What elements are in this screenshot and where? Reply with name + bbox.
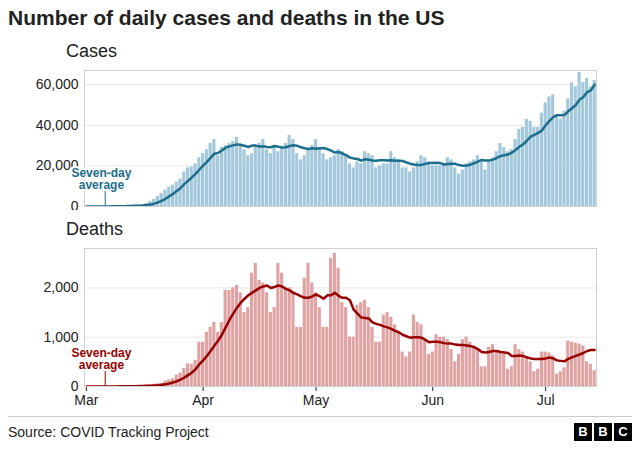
svg-text:May: May bbox=[303, 392, 329, 408]
svg-text:20,000: 20,000 bbox=[35, 157, 79, 174]
html-text:Cases: Cases bbox=[66, 41, 117, 61]
svg-text:Jul: Jul bbox=[537, 392, 555, 408]
svg-text:Seven-dayaverage: Seven-dayaverage bbox=[71, 346, 131, 372]
svg-text:1,000: 1,000 bbox=[43, 329, 78, 345]
html-text:B: B bbox=[598, 424, 608, 439]
html-text:Deaths: Deaths bbox=[66, 219, 123, 239]
svg-text:0: 0 bbox=[70, 378, 79, 394]
html-text:Number of daily cases and deat: Number of daily cases and deaths in the … bbox=[8, 6, 445, 29]
svg-text:60,000: 60,000 bbox=[36, 76, 79, 92]
html-text:Source: COVID Tracking Project: Source: COVID Tracking Project bbox=[8, 424, 209, 440]
svg-text:0: 0 bbox=[71, 198, 79, 210]
svg-text:Seven-dayaverage: Seven-dayaverage bbox=[71, 166, 131, 192]
svg-text:2,000: 2,000 bbox=[43, 279, 78, 295]
svg-text:Apr: Apr bbox=[192, 392, 214, 408]
html-text:C: C bbox=[618, 424, 628, 439]
svg-text:Mar: Mar bbox=[74, 392, 98, 408]
html-text:B: B bbox=[578, 424, 588, 439]
svg-text:40,000: 40,000 bbox=[36, 117, 79, 133]
svg-text:Jun: Jun bbox=[421, 392, 444, 408]
